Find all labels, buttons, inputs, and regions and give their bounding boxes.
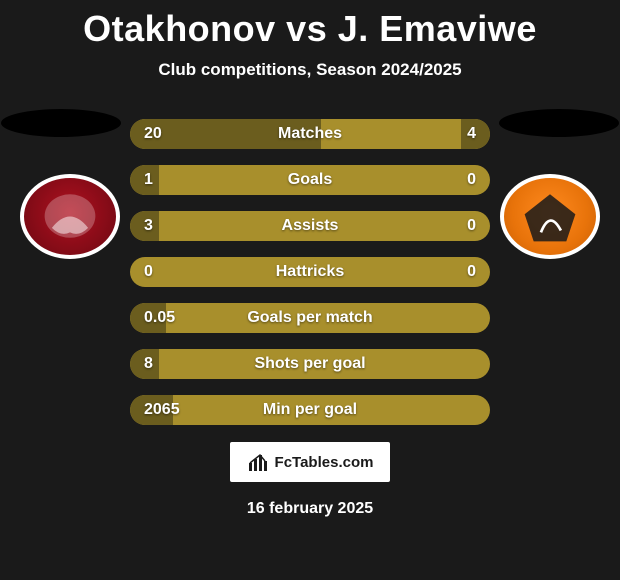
stat-row: 8 Shots per goal [130,349,490,379]
stat-row: 1 Goals 0 [130,165,490,195]
team-crest-right [500,174,600,259]
stat-label: Goals per match [247,309,372,327]
stat-label: Min per goal [263,401,357,419]
stat-value-left: 2065 [144,401,180,419]
shadow-left [1,109,121,137]
stat-value-left: 1 [144,171,153,189]
stat-row: 3 Assists 0 [130,211,490,241]
stat-row: 20 Matches 4 [130,119,490,149]
stat-label: Assists [282,217,339,235]
stat-value-right: 0 [467,263,476,281]
stat-value-left: 8 [144,355,153,373]
stat-row: 0.05 Goals per match [130,303,490,333]
subtitle: Club competitions, Season 2024/2025 [0,60,620,80]
stat-label: Matches [278,125,342,143]
stat-label: Goals [288,171,332,189]
shadow-right [499,109,619,137]
date-label: 16 february 2025 [0,500,620,518]
stat-row: 0 Hattricks 0 [130,257,490,287]
stat-row: 2065 Min per goal [130,395,490,425]
crest-right-icon [504,178,596,255]
comparison-panel: 20 Matches 4 1 Goals 0 3 Assists 0 0 Hattricks 0 0.0… [0,104,620,444]
stat-value-left: 0.05 [144,309,175,327]
brand-text: FcTables.com [275,454,374,471]
stat-label: Hattricks [276,263,344,281]
crest-left-icon [24,178,116,255]
stat-label: Shots per goal [254,355,365,373]
team-crest-left [20,174,120,259]
stat-value-right: 0 [467,171,476,189]
stat-value-left: 3 [144,217,153,235]
stat-value-right: 4 [467,125,476,143]
stat-value-left: 0 [144,263,153,281]
stat-value-right: 0 [467,217,476,235]
page-title: Otakhonov vs J. Emaviwe [0,0,620,50]
stat-rows: 20 Matches 4 1 Goals 0 3 Assists 0 0 Hattricks 0 0.0… [130,119,490,425]
brand-chart-icon [247,451,269,473]
brand-badge: FcTables.com [230,442,390,482]
stat-value-left: 20 [144,125,162,143]
